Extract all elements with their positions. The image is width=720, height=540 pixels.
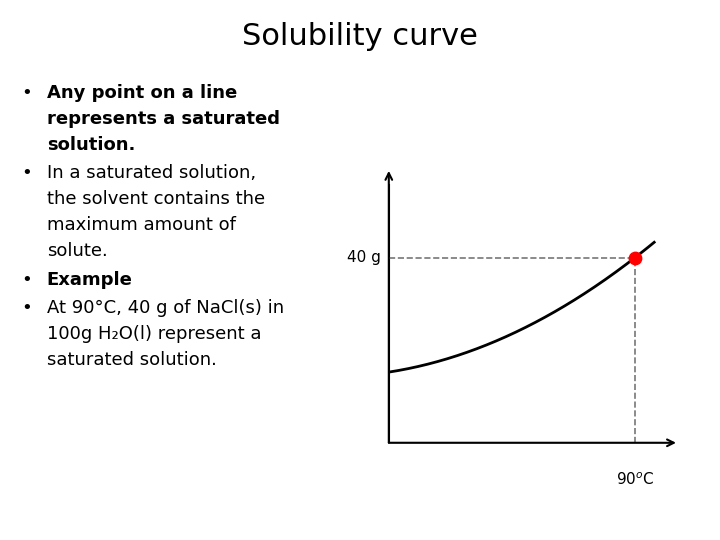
Text: In a saturated solution,: In a saturated solution, — [47, 164, 256, 182]
Text: At 90°C, 40 g of NaCl(s) in: At 90°C, 40 g of NaCl(s) in — [47, 299, 284, 317]
Text: Solubility curve: Solubility curve — [242, 22, 478, 51]
Text: saturated solution.: saturated solution. — [47, 351, 217, 369]
Text: solute.: solute. — [47, 242, 107, 260]
Text: Example: Example — [47, 271, 132, 288]
Text: •: • — [22, 271, 32, 288]
Text: represents a saturated: represents a saturated — [47, 110, 280, 127]
Text: 90$^o$C: 90$^o$C — [616, 471, 654, 488]
Text: 100g H₂O(l) represent a: 100g H₂O(l) represent a — [47, 325, 261, 343]
Text: the solvent contains the: the solvent contains the — [47, 190, 265, 208]
Text: •: • — [22, 164, 32, 182]
Text: solution.: solution. — [47, 136, 135, 153]
Text: •: • — [22, 299, 32, 317]
Text: Any point on a line: Any point on a line — [47, 84, 237, 102]
Text: •: • — [22, 84, 32, 102]
Text: maximum amount of: maximum amount of — [47, 216, 235, 234]
Point — [629, 253, 641, 262]
Text: 40 g: 40 g — [347, 250, 381, 265]
